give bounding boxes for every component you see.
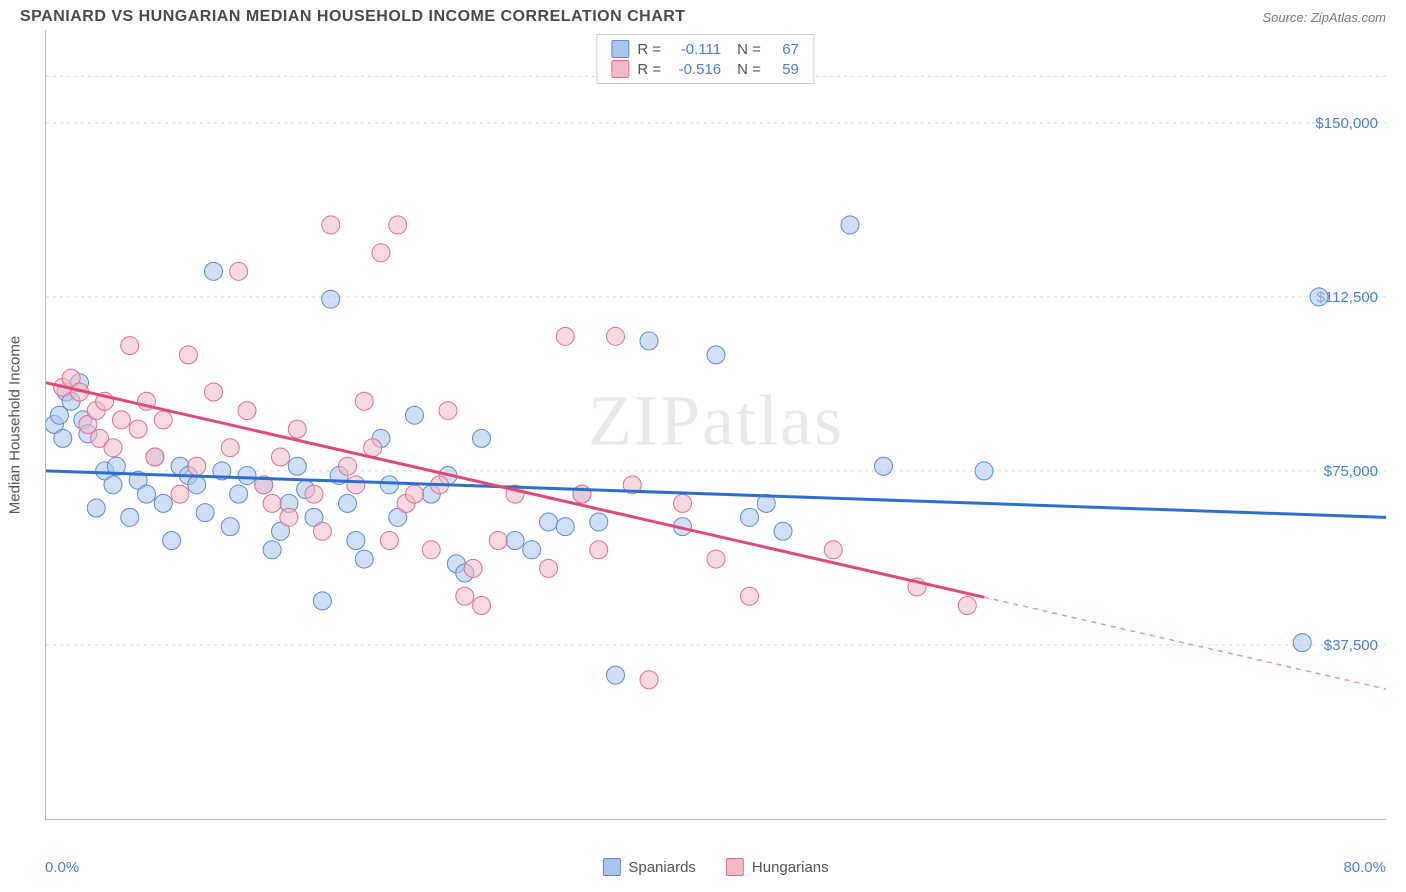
stats-n-value: 67 [769,41,799,58]
stats-box: R = -0.111 N = 67 R = -0.516 N = 59 [596,34,814,84]
chart-source: Source: ZipAtlas.com [1262,10,1386,25]
plot-area: ZIPatlas $37,500$75,000$112,500$150,000 … [45,30,1386,820]
legend-swatch [726,858,744,876]
y-tick-label: $75,000 [1324,463,1378,480]
stats-row: R = -0.516 N = 59 [611,59,799,79]
y-axis-label: Median Household Income [7,336,24,514]
plot-svg: $37,500$75,000$112,500$150,000 [46,30,1386,819]
chart-title: SPANIARD VS HUNGARIAN MEDIAN HOUSEHOLD I… [20,8,686,26]
legend-item: Spaniards [602,858,696,876]
stats-r-value: -0.111 [669,41,721,58]
chart-container: Median Household Income ZIPatlas $37,500… [45,30,1386,820]
stats-swatch [611,60,629,78]
x-min-label: 0.0% [45,859,79,876]
y-tick-label: $150,000 [1315,115,1378,132]
legend-item: Hungarians [726,858,829,876]
stats-n-label: N = [737,61,761,78]
stats-r-label: R = [637,61,661,78]
stats-r-label: R = [637,41,661,58]
legend-bottom: Spaniards Hungarians [602,858,828,876]
stats-n-label: N = [737,41,761,58]
stats-r-value: -0.516 [669,61,721,78]
legend-label: Hungarians [752,859,829,876]
x-axis-row: 0.0% Spaniards Hungarians 80.0% [45,852,1386,882]
y-tick-label: $37,500 [1324,637,1378,654]
stats-row: R = -0.111 N = 67 [611,39,799,59]
stats-n-value: 59 [769,61,799,78]
stats-swatch [611,40,629,58]
legend-swatch [602,858,620,876]
x-max-label: 80.0% [1343,859,1386,876]
legend-label: Spaniards [628,859,696,876]
